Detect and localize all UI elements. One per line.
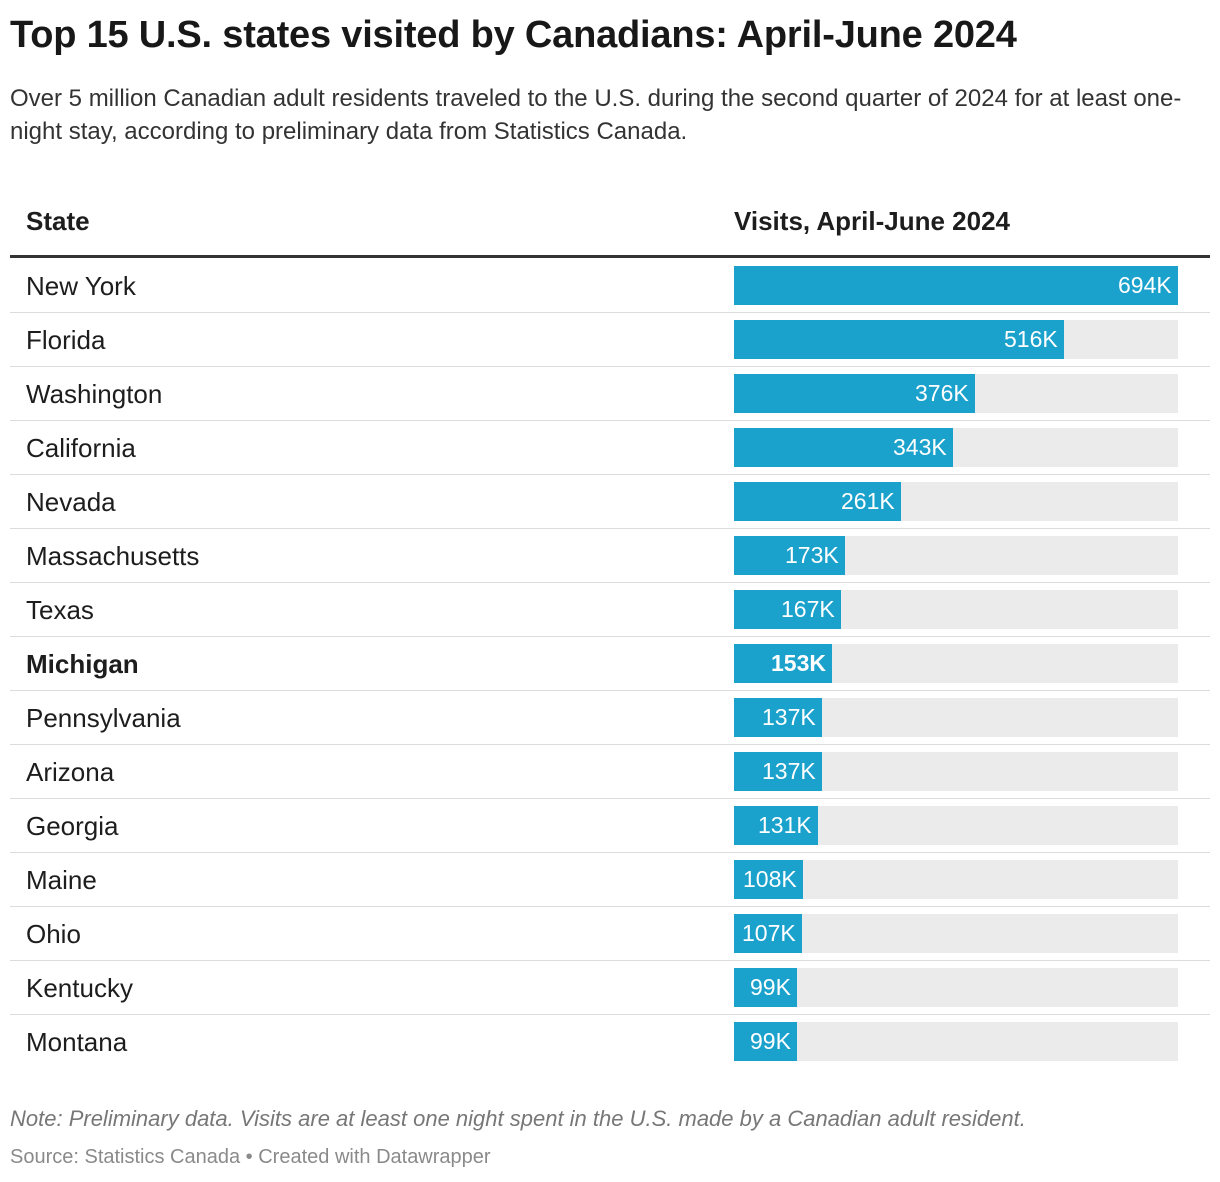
bar: [734, 860, 803, 899]
bar: [734, 482, 901, 521]
state-label: Arizona: [26, 757, 115, 787]
state-label: New York: [26, 271, 136, 301]
bar-track: 261K: [734, 482, 1178, 521]
bar-value-label: 137K: [762, 758, 816, 784]
table-row: Arizona 137K: [10, 745, 1210, 799]
bar: [734, 1022, 797, 1061]
table-row: Maine 108K: [10, 853, 1210, 907]
bar-value-label: 137K: [762, 704, 816, 730]
bar-track: 137K: [734, 698, 1178, 737]
bar: [734, 968, 797, 1007]
bar: [734, 536, 845, 575]
table-header: State Visits, April-June 2024: [10, 196, 1210, 258]
bar: [734, 806, 818, 845]
table-row: Montana 99K: [10, 1015, 1210, 1069]
state-label: Michigan: [26, 649, 139, 679]
bar: [734, 752, 822, 791]
table-row: California 343K: [10, 421, 1210, 475]
bar: [734, 266, 1178, 305]
bar-value-label: 99K: [750, 974, 791, 1000]
state-label: Florida: [26, 325, 106, 355]
bar: [734, 374, 975, 413]
table-row: Nevada 261K: [10, 475, 1210, 529]
bar-value-label: 516K: [1004, 326, 1058, 352]
table-row: Ohio 107K: [10, 907, 1210, 961]
chart-title: Top 15 U.S. states visited by Canadians:…: [10, 14, 1017, 56]
state-label: Nevada: [26, 487, 116, 517]
table-row: Michigan 153K: [10, 637, 1210, 691]
chart-source: Source: Statistics Canada • Created with…: [10, 1146, 491, 1168]
bar-track: 99K: [734, 1022, 1178, 1061]
bar: [734, 590, 841, 629]
bar-track: 99K: [734, 968, 1178, 1007]
state-label: Montana: [26, 1027, 128, 1057]
bar-value-label: 99K: [750, 1028, 791, 1054]
chart-subtitle: Over 5 million Canadian adult residents …: [10, 85, 1182, 145]
bar-track: 107K: [734, 914, 1178, 953]
bar-value-label: 153K: [771, 650, 826, 676]
table-row: Washington 376K: [10, 367, 1210, 421]
bar-track: 376K: [734, 374, 1178, 413]
bar-track: 137K: [734, 752, 1178, 791]
state-label: Ohio: [26, 919, 81, 949]
state-label: Texas: [26, 595, 94, 625]
state-label: California: [26, 433, 136, 463]
visits-column-header: Visits, April-June 2024: [734, 206, 1011, 236]
bar-track: 516K: [734, 320, 1178, 359]
bar-track: 167K: [734, 590, 1178, 629]
bar: [734, 698, 822, 737]
bar-value-label: 261K: [841, 488, 895, 514]
bar-track: 343K: [734, 428, 1178, 467]
table-row: New York 694K: [10, 259, 1210, 313]
bar-track: 173K: [734, 536, 1178, 575]
bar-value-label: 167K: [781, 596, 835, 622]
bar-value-label: 131K: [758, 812, 812, 838]
table-row: Georgia 131K: [10, 799, 1210, 853]
bar-value-label: 694K: [1118, 272, 1172, 298]
bar: [734, 914, 802, 953]
table-row: Florida 516K: [10, 313, 1210, 367]
table-row: Pennsylvania 137K: [10, 691, 1210, 745]
bar: [734, 320, 1064, 359]
bar-value-label: 343K: [893, 434, 947, 460]
chart-note: Note: Preliminary data. Visits are at le…: [10, 1106, 1026, 1131]
bar-value-label: 107K: [742, 920, 796, 946]
state-label: Georgia: [26, 811, 119, 841]
table-row: Kentucky 99K: [10, 961, 1210, 1015]
bar-track: 108K: [734, 860, 1178, 899]
state-column-header: State: [26, 206, 90, 236]
bar-track: 694K: [734, 266, 1178, 305]
bar-value-label: 173K: [785, 542, 839, 568]
state-label: Maine: [26, 865, 97, 895]
table-row: Texas 167K: [10, 583, 1210, 637]
table-row: Massachusetts 173K: [10, 529, 1210, 583]
bar-track: 131K: [734, 806, 1178, 845]
bar-track: 153K: [734, 644, 1178, 683]
bar-table: New York 694K Florida 516K Washington 376K Cal…: [10, 259, 1210, 1069]
state-label: Kentucky: [26, 973, 133, 1003]
bar-value-label: 376K: [915, 380, 969, 406]
bar: [734, 428, 953, 467]
state-label: Pennsylvania: [26, 703, 181, 733]
state-label: Massachusetts: [26, 541, 200, 571]
bar-value-label: 108K: [743, 866, 797, 892]
state-label: Washington: [26, 379, 163, 409]
bar: [734, 644, 832, 683]
